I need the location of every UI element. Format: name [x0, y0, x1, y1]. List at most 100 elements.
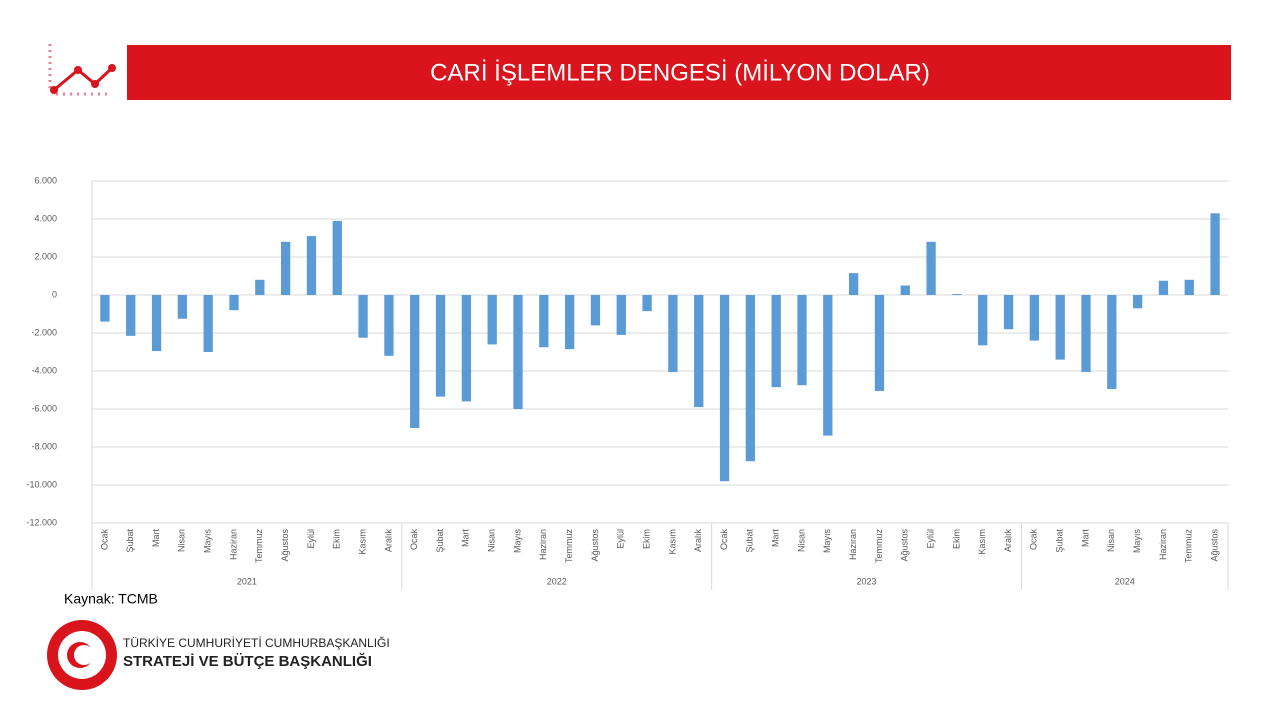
x-tick-label: Ağustos	[900, 529, 910, 562]
x-tick-label: Kasım	[667, 529, 677, 555]
x-tick-label: Mart	[151, 529, 161, 547]
x-tick-label: Kasım	[357, 529, 367, 555]
header-icon	[48, 44, 116, 96]
bar	[694, 295, 704, 408]
x-tick-label: Şubat	[1055, 529, 1065, 553]
x-tick-label: Haziran	[848, 529, 858, 560]
logo-line1: TÜRKİYE CUMHURİYETİ CUMHURBAŞKANLIĞI	[123, 635, 390, 650]
bar	[539, 295, 549, 348]
title-banner	[127, 45, 1231, 100]
x-tick-label: Aralık	[1003, 529, 1013, 553]
bar	[719, 295, 730, 482]
bar	[177, 295, 188, 319]
bar	[435, 295, 446, 397]
bar	[1107, 295, 1117, 390]
x-tick-label: Ekim	[332, 529, 342, 549]
bar	[564, 295, 575, 350]
x-tick-label: Aralık	[383, 529, 393, 553]
group-label: 2023	[857, 576, 877, 586]
x-tick-label: Ağustos	[590, 529, 600, 562]
bar	[1055, 295, 1065, 360]
bar	[745, 295, 756, 462]
x-tick-label: Ocak	[719, 529, 729, 551]
group-label: 2022	[547, 576, 567, 586]
bar	[771, 295, 781, 388]
x-tick-label: Ocak	[1029, 529, 1039, 551]
x-tick-label: Mart	[1080, 529, 1090, 547]
logo-line2: STRATEJİ VE BÜTÇE BAŞKANLIĞI	[123, 652, 372, 670]
y-tick-label: 4.000	[34, 213, 57, 223]
x-tick-label: Kasım	[977, 529, 987, 555]
bar	[668, 295, 678, 372]
bar	[1029, 295, 1040, 341]
y-tick-label: 2.000	[34, 251, 57, 261]
x-tick-label: Mart	[461, 529, 471, 547]
bar	[306, 236, 317, 295]
x-tick-label: Temmuz	[564, 529, 574, 564]
x-tick-label: Temmuz	[874, 529, 884, 564]
x-tick-label: Ekim	[951, 529, 961, 549]
bar	[952, 294, 962, 295]
x-tick-label: Mart	[771, 529, 781, 547]
y-tick-label: -6.000	[31, 403, 57, 413]
bar	[358, 295, 368, 338]
bar	[978, 295, 988, 346]
bar	[616, 295, 626, 335]
bar	[590, 295, 601, 326]
x-tick-label: Nisan	[177, 529, 187, 552]
bar	[255, 279, 265, 295]
bar	[203, 295, 213, 352]
x-tick-label: Ocak	[99, 529, 109, 551]
bar	[126, 295, 136, 336]
bar	[410, 295, 420, 428]
x-tick-label: Eylül	[616, 529, 626, 549]
bar	[797, 295, 807, 386]
bar	[280, 241, 291, 295]
x-tick-label: Şubat	[435, 529, 445, 553]
y-tick-label: 0	[52, 289, 57, 299]
bar	[332, 220, 342, 295]
x-tick-label: Şubat	[745, 529, 755, 553]
x-tick-label: Mayıs	[203, 529, 213, 554]
x-tick-label: Ağustos	[1209, 529, 1219, 562]
y-tick-label: -10.000	[26, 479, 57, 489]
bar	[1184, 279, 1194, 295]
source: Kaynak: TCMB	[64, 591, 158, 607]
bar	[1132, 295, 1143, 309]
bar	[1158, 280, 1169, 295]
x-tick-label: Ekim	[641, 529, 651, 549]
bar	[1081, 295, 1091, 372]
x-tick-label: Ocak	[409, 529, 419, 551]
group-label: 2024	[1115, 576, 1135, 586]
bar	[1210, 213, 1220, 295]
x-tick-label: Mayıs	[1132, 529, 1142, 554]
x-tick-label: Eylül	[925, 529, 935, 549]
y-tick-label: 6.000	[34, 175, 57, 185]
bar	[151, 295, 162, 352]
x-tick-label: Temmuz	[254, 529, 264, 564]
x-tick-label: Haziran	[538, 529, 548, 560]
x-tick-label: Nisan	[796, 529, 806, 552]
y-tick-label: -2.000	[31, 327, 57, 337]
y-tick-label: -12.000	[26, 517, 57, 527]
logo	[47, 620, 117, 690]
x-tick-label: Ağustos	[280, 529, 290, 562]
bar	[1003, 295, 1014, 330]
bar	[513, 295, 523, 409]
chart-title: CARİ İŞLEMLER DENGESİ (MİLYON DOLAR)	[430, 59, 930, 86]
bar	[487, 295, 497, 345]
bar	[229, 295, 239, 311]
x-tick-label: Temmuz	[1184, 529, 1194, 564]
x-tick-label: Şubat	[125, 529, 135, 553]
bar	[823, 295, 833, 436]
x-tick-label: Mayıs	[512, 529, 522, 554]
bar	[848, 273, 859, 295]
bar	[926, 241, 936, 295]
x-tick-label: Nisan	[1106, 529, 1116, 552]
plot: -12.000 -10.000 -8.000 -6.000 -4.000 -2.000 0 2…	[26, 175, 1229, 590]
x-tick-label: Mayıs	[822, 529, 832, 554]
bar	[900, 285, 910, 295]
y-tick-label: -8.000	[31, 441, 57, 451]
x-tick-label: Haziran	[228, 529, 238, 560]
